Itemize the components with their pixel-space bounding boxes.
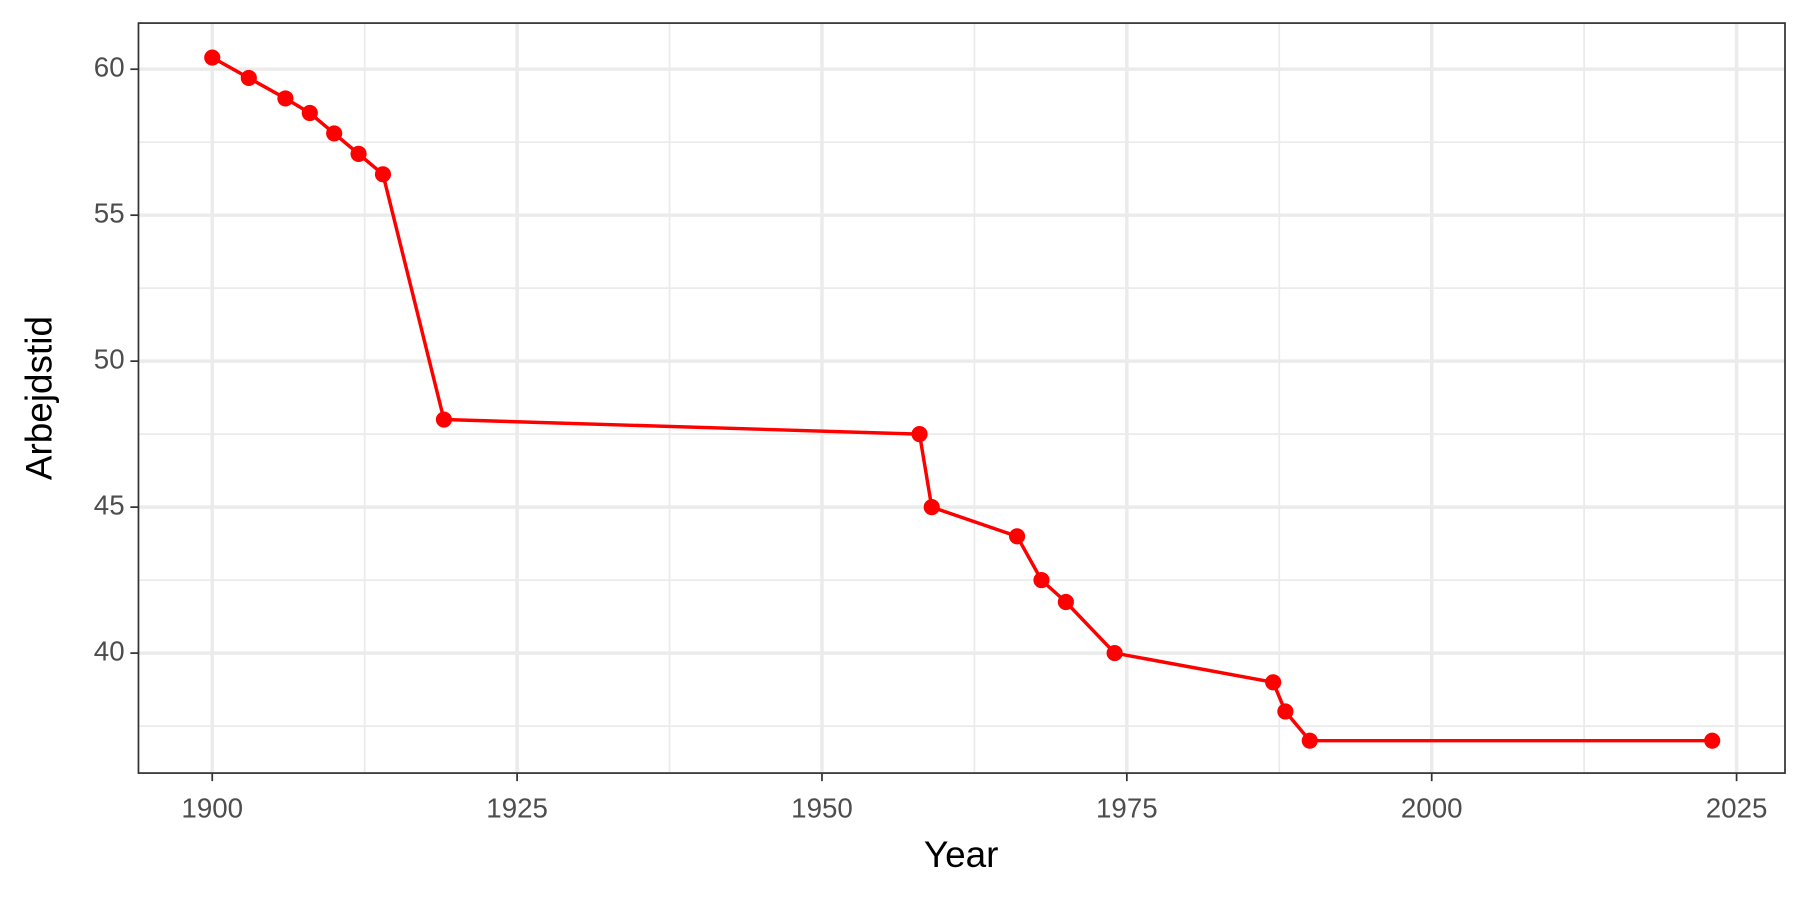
point (1704, 732, 1721, 749)
point (1057, 593, 1074, 611)
y-tick-label: 40 (94, 635, 125, 666)
point (301, 104, 318, 122)
point (1277, 703, 1294, 720)
point (277, 90, 294, 107)
y-tick-label: 55 (94, 197, 125, 228)
x-tick-label: 2025 (1706, 792, 1768, 823)
y-tick-label: 50 (94, 343, 125, 374)
point (1265, 674, 1282, 691)
point (1009, 528, 1026, 545)
point (326, 125, 343, 142)
point (1106, 645, 1123, 662)
x-tick-label: 1950 (791, 792, 853, 823)
y-tick-label: 60 (94, 52, 125, 83)
y-axis-title: Arbejdstid (18, 316, 59, 480)
point (1301, 732, 1318, 749)
point (1033, 572, 1050, 589)
point (240, 69, 257, 87)
point (374, 166, 392, 183)
point (435, 411, 453, 428)
y-tick-label: 45 (94, 489, 125, 520)
point (911, 426, 928, 443)
x-axis-title: Year (924, 834, 999, 875)
panel-border (137, 22, 1786, 774)
grid (138, 23, 1785, 774)
point (923, 499, 940, 516)
x-tick-label: 1975 (1096, 792, 1158, 823)
x-tick-label: 2000 (1401, 792, 1463, 823)
x-tick-label: 1900 (181, 792, 243, 823)
x-tick-label: 1925 (486, 792, 548, 823)
plot-area (204, 49, 1721, 749)
point (350, 145, 367, 162)
point (204, 49, 221, 66)
